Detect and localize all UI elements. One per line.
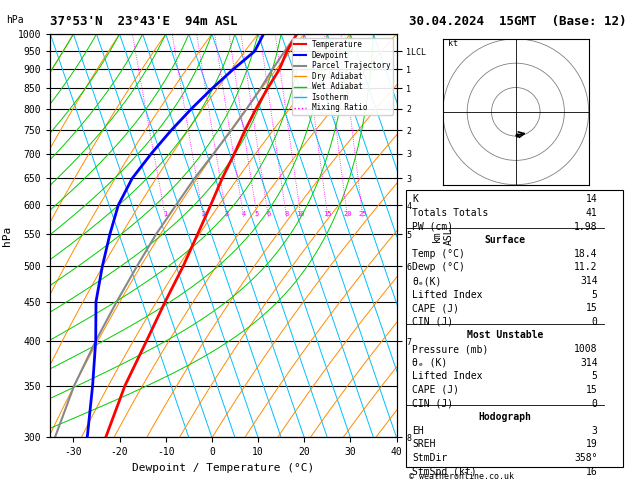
Text: 6: 6 (266, 210, 270, 217)
Text: 0: 0 (592, 317, 598, 327)
Text: © weatheronline.co.uk: © weatheronline.co.uk (409, 472, 514, 481)
Text: Most Unstable: Most Unstable (467, 330, 543, 341)
Text: 5: 5 (255, 210, 259, 217)
Text: 3: 3 (225, 210, 228, 217)
Text: 314: 314 (580, 358, 598, 368)
Text: 30.04.2024  15GMT  (Base: 12): 30.04.2024 15GMT (Base: 12) (409, 15, 626, 28)
Y-axis label: km
ASL: km ASL (431, 227, 454, 244)
Text: K: K (412, 194, 418, 205)
Text: Lifted Index: Lifted Index (412, 371, 482, 382)
Text: Temp (°C): Temp (°C) (412, 249, 465, 259)
Text: 5: 5 (592, 371, 598, 382)
Text: θₑ(K): θₑ(K) (412, 276, 442, 286)
Text: CAPE (J): CAPE (J) (412, 385, 459, 395)
Text: Totals Totals: Totals Totals (412, 208, 488, 218)
Text: 20: 20 (343, 210, 352, 217)
Text: θₑ (K): θₑ (K) (412, 358, 447, 368)
Text: 25: 25 (359, 210, 367, 217)
Text: StmDir: StmDir (412, 453, 447, 463)
Text: 14: 14 (586, 194, 598, 205)
Text: 15: 15 (586, 385, 598, 395)
Text: 11.2: 11.2 (574, 262, 598, 273)
Text: 5: 5 (592, 290, 598, 300)
Text: 16: 16 (586, 467, 598, 477)
Legend: Temperature, Dewpoint, Parcel Trajectory, Dry Adiabat, Wet Adiabat, Isotherm, Mi: Temperature, Dewpoint, Parcel Trajectory… (292, 38, 392, 115)
Text: 1008: 1008 (574, 344, 598, 354)
Text: 358°: 358° (574, 453, 598, 463)
Text: 41: 41 (586, 208, 598, 218)
Text: 10: 10 (297, 210, 305, 217)
Text: Hodograph: Hodograph (478, 412, 532, 422)
Text: Lifted Index: Lifted Index (412, 290, 482, 300)
Text: kt: kt (448, 39, 458, 48)
Text: 1: 1 (164, 210, 167, 217)
Text: CAPE (J): CAPE (J) (412, 303, 459, 313)
Text: 18.4: 18.4 (574, 249, 598, 259)
Text: Surface: Surface (484, 235, 525, 245)
Text: Pressure (mb): Pressure (mb) (412, 344, 488, 354)
Text: 15: 15 (586, 303, 598, 313)
Text: 4: 4 (242, 210, 246, 217)
Text: Dewp (°C): Dewp (°C) (412, 262, 465, 273)
Text: CIN (J): CIN (J) (412, 399, 453, 409)
Text: PW (cm): PW (cm) (412, 222, 453, 232)
Text: 314: 314 (580, 276, 598, 286)
Text: 1.98: 1.98 (574, 222, 598, 232)
Text: StmSpd (kt): StmSpd (kt) (412, 467, 477, 477)
Text: 19: 19 (586, 439, 598, 450)
X-axis label: Dewpoint / Temperature (°C): Dewpoint / Temperature (°C) (132, 463, 314, 473)
Text: 37°53'N  23°43'E  94m ASL: 37°53'N 23°43'E 94m ASL (50, 15, 238, 28)
Text: 8: 8 (284, 210, 289, 217)
Text: 3: 3 (592, 426, 598, 436)
Y-axis label: hPa: hPa (3, 226, 12, 246)
Text: EH: EH (412, 426, 424, 436)
Text: hPa: hPa (6, 15, 24, 25)
Text: 2: 2 (201, 210, 205, 217)
Text: SREH: SREH (412, 439, 435, 450)
Text: 0: 0 (592, 399, 598, 409)
Text: CIN (J): CIN (J) (412, 317, 453, 327)
Text: 15: 15 (323, 210, 332, 217)
